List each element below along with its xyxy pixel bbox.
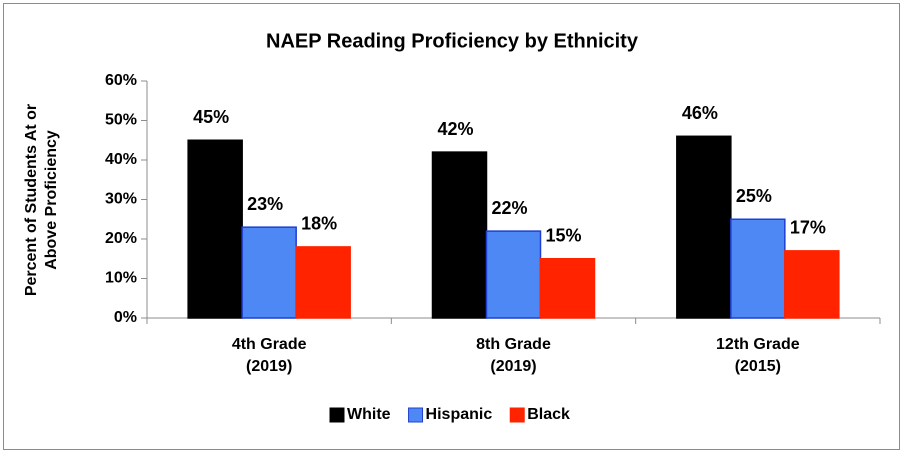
y-tick-label: 10% <box>105 270 137 287</box>
legend-swatch <box>329 407 345 423</box>
bar <box>187 139 243 319</box>
value-label: 17% <box>790 218 826 238</box>
bar <box>539 258 596 319</box>
y-tick-label: 0% <box>114 309 137 326</box>
x-tick-label: 8th Grade (2019) <box>476 336 551 375</box>
x-tick-label: 4th Grade (2019) <box>232 336 307 375</box>
value-label: 15% <box>545 226 581 246</box>
bar <box>676 135 732 319</box>
bar <box>431 151 488 319</box>
value-label: 23% <box>247 194 283 214</box>
legend-label: Black <box>527 406 570 423</box>
legend-swatch <box>408 407 424 423</box>
y-tick-label: 20% <box>105 230 137 247</box>
value-label: 46% <box>682 103 718 123</box>
y-tick-label: 50% <box>105 112 137 129</box>
y-axis-title: Percent of Students At or Above Proficien… <box>23 104 60 296</box>
bar <box>730 218 786 319</box>
y-tick-label: 40% <box>105 151 137 168</box>
value-label: 42% <box>437 119 473 139</box>
legend-swatch <box>509 407 525 423</box>
value-label: 22% <box>491 198 527 218</box>
bar <box>241 226 297 319</box>
bar <box>485 230 542 319</box>
y-tick-label: 60% <box>105 72 137 89</box>
value-label: 25% <box>736 186 772 206</box>
bar <box>295 246 351 319</box>
value-label: 45% <box>193 107 229 127</box>
x-tick-label: 12th Grade (2015) <box>716 336 800 375</box>
legend-label: Hispanic <box>426 406 493 423</box>
legend-label: White <box>347 406 391 423</box>
bar <box>784 250 840 319</box>
chart-title: NAEP Reading Proficiency by Ethnicity <box>266 30 639 52</box>
value-label: 18% <box>301 214 337 234</box>
y-tick-label: 30% <box>105 191 137 208</box>
